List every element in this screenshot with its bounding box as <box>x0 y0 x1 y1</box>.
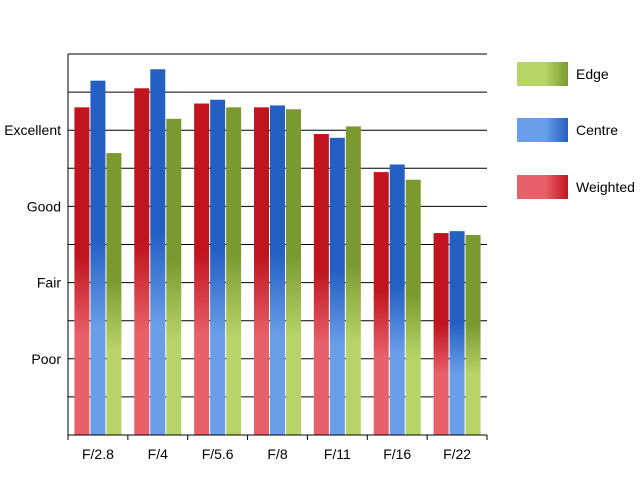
x-tick-label: F/2.8 <box>82 446 114 462</box>
bar-centre-3 <box>270 105 285 435</box>
bar-edge-1 <box>166 118 182 436</box>
bar-edge-2 <box>226 107 242 435</box>
legend-label-edge: Edge <box>576 66 609 82</box>
x-tick-label: F/4 <box>148 446 168 462</box>
x-tick-label: F/8 <box>267 446 287 462</box>
x-tick-label: F/22 <box>443 446 471 462</box>
bar-edge-6 <box>465 234 481 435</box>
legend-label-weighted: Weighted <box>576 179 635 195</box>
bar-edge-4 <box>345 126 361 435</box>
bars <box>74 69 481 436</box>
bar-centre-1 <box>150 69 166 436</box>
bar-edge-3 <box>286 109 301 436</box>
legend: Edge Centre Weighted <box>517 62 635 199</box>
bar-weighted-6 <box>433 233 449 435</box>
legend-swatch-weighted <box>517 175 568 199</box>
x-tick-label: F/16 <box>383 446 411 462</box>
bar-centre-4 <box>329 137 345 435</box>
legend-swatch-edge <box>517 62 568 86</box>
x-tick-label: F/5.6 <box>202 446 234 462</box>
y-tick-label: Good <box>27 198 61 214</box>
bar-edge-5 <box>405 179 421 435</box>
bar-centre-5 <box>389 164 405 436</box>
y-tick-label: Poor <box>31 351 61 367</box>
x-tick-labels: F/2.8 F/4 F/5.6 F/8 F/11 F/16 F/22 <box>82 446 471 462</box>
bar-weighted-1 <box>134 88 150 435</box>
bar-weighted-2 <box>194 103 210 435</box>
y-tick-labels: Poor Fair Good Excellent <box>4 122 61 367</box>
bar-centre-2 <box>210 99 226 435</box>
axes <box>67 54 488 440</box>
x-tick-label: F/11 <box>324 446 351 462</box>
bar-weighted-0 <box>74 107 90 435</box>
bar-centre-6 <box>449 231 465 435</box>
bar-weighted-4 <box>313 134 329 435</box>
bar-weighted-5 <box>373 172 389 436</box>
legend-label-centre: Centre <box>576 122 618 138</box>
legend-swatch-centre <box>517 118 568 142</box>
bar-centre-0 <box>90 80 106 436</box>
bar-weighted-3 <box>254 107 269 435</box>
y-tick-label: Excellent <box>4 122 61 138</box>
bar-edge-0 <box>106 153 122 435</box>
y-tick-label: Fair <box>37 275 61 291</box>
